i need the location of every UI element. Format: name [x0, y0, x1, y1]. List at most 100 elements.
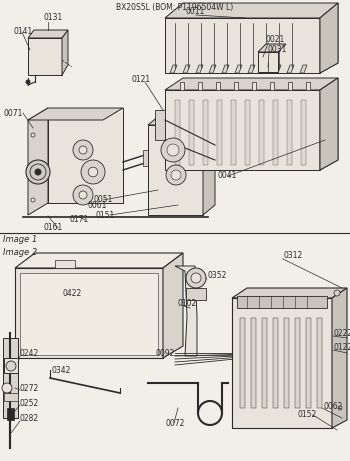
Polygon shape — [28, 108, 48, 215]
Text: 0121: 0121 — [131, 76, 150, 84]
Circle shape — [81, 160, 105, 184]
Polygon shape — [306, 318, 311, 408]
Polygon shape — [183, 65, 190, 73]
Bar — [4, 393, 18, 401]
Circle shape — [191, 273, 201, 283]
Circle shape — [26, 160, 50, 184]
Text: 0171: 0171 — [70, 215, 89, 225]
Text: BX20S5L (BOM: P1196504W L): BX20S5L (BOM: P1196504W L) — [116, 3, 234, 12]
Circle shape — [26, 80, 30, 84]
Polygon shape — [248, 65, 255, 73]
Polygon shape — [306, 82, 310, 90]
Polygon shape — [261, 65, 268, 73]
Circle shape — [167, 144, 179, 156]
Polygon shape — [20, 273, 158, 355]
Text: 0242: 0242 — [20, 349, 39, 357]
Polygon shape — [175, 100, 180, 165]
Text: 0011: 0011 — [186, 7, 205, 17]
Polygon shape — [232, 288, 347, 298]
Bar — [237, 296, 327, 308]
Polygon shape — [284, 318, 289, 408]
Polygon shape — [234, 82, 238, 90]
Circle shape — [31, 198, 35, 202]
Circle shape — [73, 140, 93, 160]
Polygon shape — [231, 100, 236, 165]
Circle shape — [2, 383, 12, 393]
Polygon shape — [148, 115, 215, 125]
Text: 0041: 0041 — [218, 171, 237, 181]
Circle shape — [166, 165, 186, 185]
Polygon shape — [251, 318, 256, 408]
Polygon shape — [232, 298, 332, 428]
Polygon shape — [15, 253, 183, 268]
Text: 0282: 0282 — [20, 414, 39, 422]
Circle shape — [338, 406, 342, 410]
Polygon shape — [262, 318, 267, 408]
Polygon shape — [155, 110, 165, 140]
Polygon shape — [175, 266, 197, 356]
Text: 0072: 0072 — [165, 419, 184, 427]
Circle shape — [73, 185, 93, 205]
Polygon shape — [189, 100, 194, 165]
Polygon shape — [165, 18, 320, 73]
Circle shape — [79, 191, 87, 199]
Polygon shape — [165, 78, 338, 90]
Polygon shape — [4, 358, 18, 373]
Polygon shape — [196, 65, 203, 73]
Polygon shape — [252, 82, 256, 90]
Text: 0352: 0352 — [207, 272, 226, 280]
Polygon shape — [240, 318, 245, 408]
Text: 0222: 0222 — [334, 329, 350, 337]
Circle shape — [161, 138, 185, 162]
Polygon shape — [48, 108, 123, 203]
Text: 0102: 0102 — [177, 299, 196, 307]
Polygon shape — [273, 318, 278, 408]
Circle shape — [171, 170, 181, 180]
Bar — [28, 38, 62, 75]
Circle shape — [31, 133, 35, 137]
Polygon shape — [332, 288, 347, 428]
Circle shape — [334, 290, 340, 296]
Text: 0031: 0031 — [267, 46, 286, 54]
Polygon shape — [258, 52, 278, 72]
Text: Image 1: Image 1 — [3, 235, 37, 244]
Polygon shape — [273, 100, 278, 165]
Polygon shape — [270, 82, 274, 90]
Text: 0152: 0152 — [298, 409, 317, 419]
Polygon shape — [62, 30, 68, 75]
Polygon shape — [258, 44, 286, 52]
Polygon shape — [274, 65, 281, 73]
Polygon shape — [143, 150, 153, 166]
Polygon shape — [55, 260, 75, 268]
Polygon shape — [217, 100, 222, 165]
Polygon shape — [287, 65, 294, 73]
Polygon shape — [320, 78, 338, 170]
Polygon shape — [235, 65, 242, 73]
Text: 0141: 0141 — [13, 28, 32, 36]
Circle shape — [79, 146, 87, 154]
Text: Image 2: Image 2 — [3, 248, 37, 257]
Circle shape — [6, 361, 16, 371]
Polygon shape — [28, 30, 68, 38]
Polygon shape — [148, 125, 203, 215]
Polygon shape — [3, 338, 18, 418]
Text: 0312: 0312 — [283, 252, 302, 260]
Bar — [186, 288, 206, 300]
Polygon shape — [317, 318, 322, 408]
Text: 0131: 0131 — [43, 13, 62, 23]
Polygon shape — [320, 78, 338, 170]
Polygon shape — [287, 100, 292, 165]
Polygon shape — [320, 3, 338, 73]
Text: 0051: 0051 — [93, 195, 112, 205]
Polygon shape — [301, 100, 306, 165]
Text: 0062: 0062 — [323, 402, 342, 410]
Polygon shape — [222, 65, 229, 73]
Polygon shape — [180, 82, 184, 90]
Polygon shape — [28, 108, 123, 120]
Polygon shape — [165, 3, 338, 18]
Text: 0151: 0151 — [95, 211, 114, 219]
Polygon shape — [15, 268, 163, 358]
Polygon shape — [288, 82, 292, 90]
Text: 0071: 0071 — [3, 108, 22, 118]
Polygon shape — [295, 318, 300, 408]
